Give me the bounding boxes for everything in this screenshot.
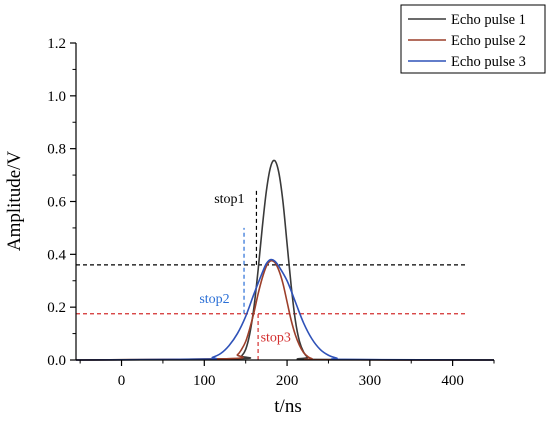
legend-label: Echo pulse 2 xyxy=(451,33,526,49)
plot-area xyxy=(76,43,494,360)
x-tick-label: 200 xyxy=(276,373,299,389)
axes xyxy=(75,43,494,361)
y-axis-title: Amplitude/V xyxy=(4,151,25,252)
y-tick-label: 1.2 xyxy=(47,36,66,52)
plot-frame xyxy=(76,43,494,360)
stop-label: stop3 xyxy=(261,331,291,346)
annotations: stop1 stop2 stop3 xyxy=(199,192,291,346)
x-tick-label: 400 xyxy=(441,373,464,389)
y-tick-label: 0.8 xyxy=(47,142,66,158)
stop-label: stop2 xyxy=(199,292,229,307)
y-tick-label: 0.6 xyxy=(47,195,66,211)
y-tick-label: 1.0 xyxy=(47,89,66,105)
ticks: 0 100 200 300 400 0.0 0.2 0.4 0.6 0.8 1.0 1.2 xyxy=(47,36,495,389)
series-lines xyxy=(75,159,495,361)
x-tick-label: 300 xyxy=(359,373,382,389)
series-line-2 xyxy=(75,259,495,361)
x-tick-label: 100 xyxy=(193,373,216,389)
x-axis-title: t/ns xyxy=(274,396,301,417)
y-tick-label: 0.4 xyxy=(47,247,66,263)
x-tick-label: 0 xyxy=(118,373,126,389)
legend: Echo pulse 1 Echo pulse 2 Echo pulse 3 xyxy=(400,4,546,74)
y-tick-label: 0.2 xyxy=(47,300,66,316)
legend-label: Echo pulse 1 xyxy=(451,12,526,28)
y-tick-label: 0.0 xyxy=(47,353,66,369)
series-line-3 xyxy=(75,258,495,361)
legend-label: Echo pulse 3 xyxy=(451,54,526,70)
stop-label: stop1 xyxy=(214,192,244,207)
reference-lines xyxy=(76,188,466,360)
